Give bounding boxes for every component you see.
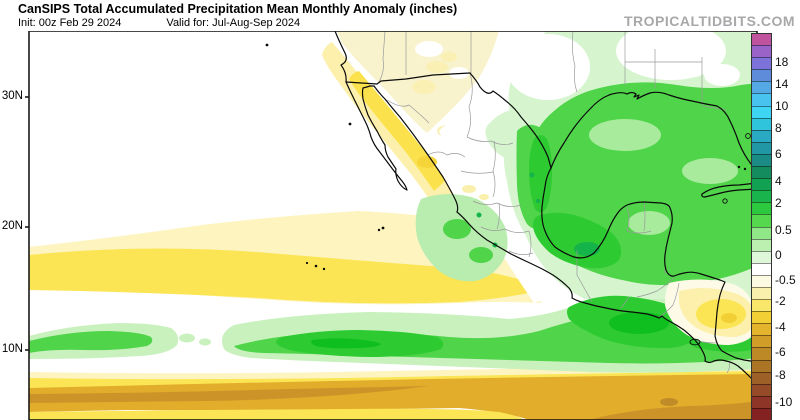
colorbar-tick-label: 0 [775, 248, 782, 262]
colorbar-cell [752, 190, 771, 203]
run-info: Init: 00z Feb 29 2024 Valid for: Jul-Aug… [18, 17, 300, 29]
colorbar-cell [752, 299, 771, 312]
site-watermark: TROPICALTIDBITS.COM [623, 13, 795, 29]
colorbar-tick-label: -10 [775, 395, 793, 409]
colorbar-cell [752, 117, 771, 130]
precip-anomaly-fills [29, 31, 758, 420]
map-title: CanSIPS Total Accumulated Precipitation … [18, 2, 458, 16]
colorbar-cell [752, 69, 771, 82]
colorbar-cell [752, 141, 771, 154]
anomaly-map-canvas [25, 31, 758, 420]
colorbar-cell [752, 335, 771, 348]
colorbar-tick-label: -2 [775, 294, 786, 308]
islands-lakes [265, 43, 751, 346]
colorbar-cell [752, 34, 771, 46]
colorbar-cell [752, 347, 771, 360]
colorbar-cell [752, 371, 771, 384]
colorbar-cell [752, 238, 771, 251]
init-time-label: Init: 00z Feb 29 2024 [18, 17, 122, 29]
lat-label-30n: 30N [1, 90, 23, 102]
colorbar-cell [752, 274, 771, 287]
colorbar-cell [752, 395, 771, 408]
colorbar-cell [752, 178, 771, 191]
colorbar-tick-label: 0.5 [775, 223, 792, 237]
colorbar-cell [752, 311, 771, 324]
colorbar-tick-label: 4 [775, 174, 782, 188]
lat-label-10n: 10N [1, 343, 23, 355]
colorbar-cell [752, 262, 771, 275]
colorbar [751, 33, 772, 420]
colorbar-tick-label: 14 [775, 77, 789, 91]
coastlines [334, 31, 758, 380]
colorbar-tick-label: 10 [775, 99, 789, 113]
colorbar-cell [752, 57, 771, 70]
colorbar-tick-label: 8 [775, 121, 782, 135]
colorbar-cell [752, 226, 771, 239]
colorbar-tick-labels: 18 14 10 8 6 4 2 0.5 0 -0.5 -2 -4 -6 -8 -10 [775, 34, 800, 420]
colorbar-cell [752, 214, 771, 227]
colorbar-cell [752, 45, 771, 58]
colorbar-cell [752, 153, 771, 167]
header-bar: CanSIPS Total Accumulated Precipitation … [0, 0, 800, 31]
colorbar-tick-label: 6 [775, 147, 782, 161]
colorbar-cell [752, 105, 771, 118]
valid-time-label: Valid for: Jul-Aug-Sep 2024 [166, 17, 301, 29]
colorbar-cell [752, 166, 771, 179]
colorbar-cell [752, 93, 771, 106]
colorbar-tick-label: -4 [775, 320, 786, 334]
colorbar-tick-label: 2 [775, 196, 782, 210]
colorbar-tick-label: -0.5 [775, 273, 796, 287]
colorbar-cell [752, 359, 771, 372]
colorbar-cell [752, 407, 771, 420]
colorbar-tick-label: 18 [775, 55, 789, 69]
colorbar-tick-label: -8 [775, 368, 786, 382]
colorbar-cell [752, 383, 771, 396]
colorbar-cell [752, 286, 771, 300]
colorbar-cell [752, 250, 771, 263]
colorbar-cell [752, 81, 771, 94]
colorbar-tick-label: -6 [775, 345, 786, 359]
lat-label-20n: 20N [1, 220, 23, 232]
state-country-borders [378, 31, 731, 374]
colorbar-cell [752, 129, 771, 142]
colorbar-cell [752, 202, 771, 215]
map-area: 30N 20N 10N [0, 31, 800, 420]
colorbar-cell [752, 323, 771, 336]
